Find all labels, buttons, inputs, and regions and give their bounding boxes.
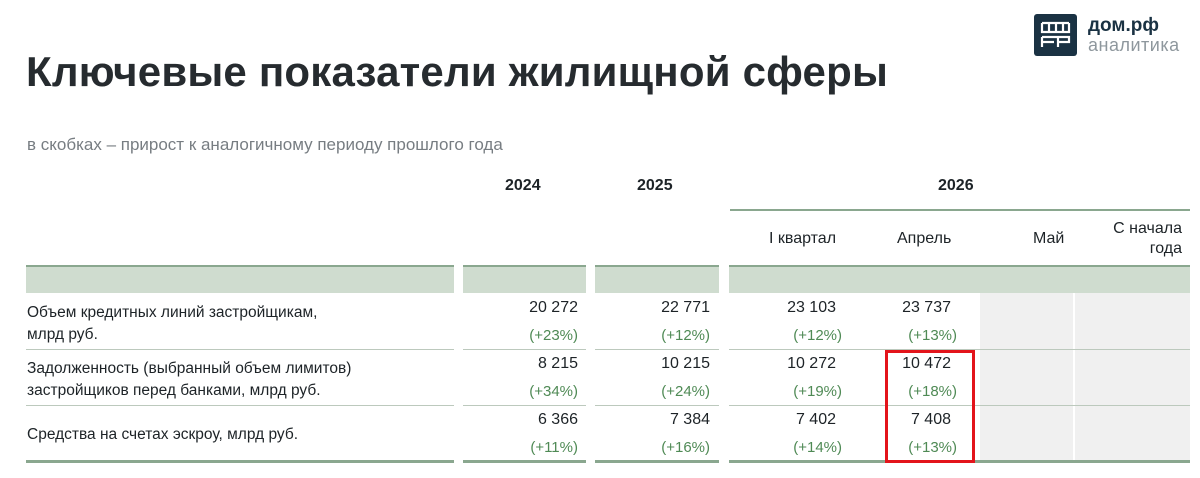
table-bottom-rule: [595, 460, 719, 463]
cell-change: (+19%): [793, 383, 842, 400]
cell-value: 7 408: [910, 411, 951, 428]
cell-value: 10 215: [661, 355, 710, 372]
cell-change: (+13%): [908, 439, 957, 456]
subheader-q1: I квартал: [769, 230, 837, 247]
page-title: Ключевые показатели жилищной сферы: [26, 48, 889, 95]
logo-tagline: аналитика: [1088, 35, 1180, 55]
row-label-line: Средства на счетах эскроу, млрд руб.: [27, 426, 299, 443]
header-band-2026: [729, 265, 1190, 293]
header-band-2024: [463, 265, 586, 293]
row-label-line: застройщиков перед банками, млрд руб.: [27, 382, 321, 399]
cell-change: (+12%): [661, 327, 710, 344]
cell-value: 20 272: [529, 299, 578, 316]
year-header-2024: 2024: [505, 177, 541, 194]
highlight-box: [885, 350, 975, 463]
cell-change: (+18%): [908, 383, 957, 400]
cell-change: (+23%): [529, 327, 578, 344]
row-divider: [463, 349, 586, 350]
subheader-ytd: С начала года: [1113, 220, 1182, 257]
cell-value: 22 771: [661, 299, 710, 316]
row-divider: [463, 405, 586, 406]
brand-logo: дом.рф аналитика: [1034, 14, 1194, 56]
subheader-may: Май: [1033, 230, 1065, 247]
row-divider: [595, 349, 719, 350]
cell-value: 7 402: [795, 411, 836, 428]
row-label-line: Задолженность (выбранный объем лимитов): [27, 360, 352, 377]
cell-value: 6 366: [537, 411, 578, 428]
year-2026-divider: [730, 209, 1190, 211]
cell-value: 8 215: [537, 355, 578, 372]
page-subtitle: в скобках – прирост к аналогичному перио…: [27, 135, 503, 154]
cell-change: (+16%): [661, 439, 710, 456]
table-bottom-rule: [26, 460, 454, 463]
dom-rf-logo-icon: [1034, 14, 1077, 56]
cell-change: (+34%): [529, 383, 578, 400]
empty-column-ytd: [1075, 293, 1190, 461]
row-label-line: млрд руб.: [27, 326, 98, 343]
row-label-escrow: Средства на счетах эскроу, млрд руб.: [27, 424, 298, 446]
table-bottom-rule: [463, 460, 586, 463]
row-label-line: Объем кредитных линий застройщикам,: [27, 304, 318, 321]
empty-column-may: [980, 293, 1073, 461]
logo-name: дом.рф: [1088, 15, 1159, 36]
subheader-april: Апрель: [897, 230, 952, 247]
year-header-2025: 2025: [637, 177, 673, 194]
row-divider: [729, 349, 1190, 350]
year-header-2026: 2026: [938, 177, 974, 194]
cell-change: (+14%): [793, 439, 842, 456]
header-band-label: [26, 265, 454, 293]
row-divider: [26, 349, 454, 350]
cell-value: 23 103: [787, 299, 836, 316]
cell-value: 7 384: [669, 411, 710, 428]
cell-value: 10 272: [787, 355, 836, 372]
cell-value: 10 472: [902, 355, 951, 372]
row-divider: [729, 405, 1190, 406]
cell-change: (+11%): [530, 439, 578, 456]
row-divider: [595, 405, 719, 406]
cell-change: (+12%): [793, 327, 842, 344]
cell-change: (+13%): [908, 327, 957, 344]
row-divider: [26, 405, 454, 406]
row-label-debt: Задолженность (выбранный объем лимитов) …: [27, 358, 351, 402]
header-band-2025: [595, 265, 719, 293]
cell-change: (+24%): [661, 383, 710, 400]
cell-value: 23 737: [902, 299, 951, 316]
row-label-credit-lines: Объем кредитных линий застройщикам, млрд…: [27, 302, 317, 346]
